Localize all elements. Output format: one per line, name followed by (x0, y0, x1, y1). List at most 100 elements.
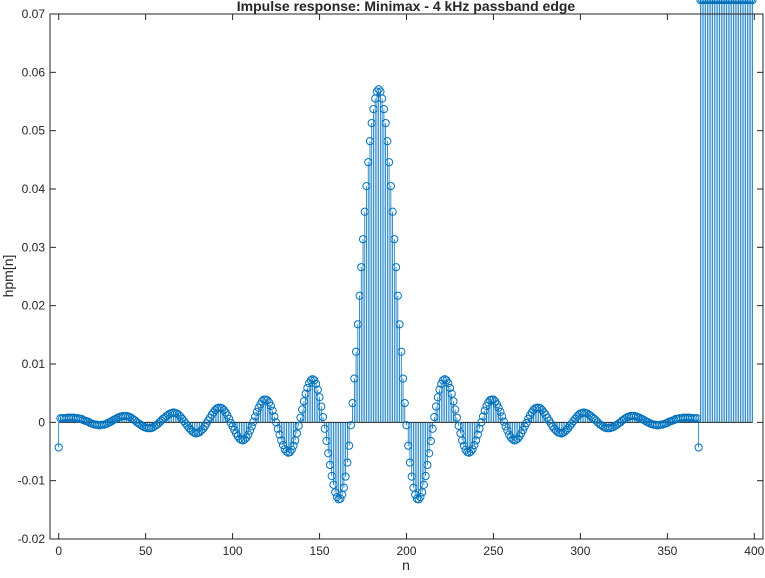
stem-marker (311, 379, 321, 388)
stem-marker (378, 94, 387, 103)
stem-marker (459, 441, 468, 450)
x-tick-label: 0 (55, 544, 62, 558)
stem-marker (336, 494, 345, 503)
stem-marker (421, 471, 430, 481)
stem-marker (383, 137, 392, 146)
stem-marker (358, 235, 368, 244)
chart-title: Impulse response: Minimax - 4 kHz passba… (237, 0, 576, 14)
stem-marker (268, 406, 277, 415)
stem-marker (468, 445, 477, 454)
stem-marker (694, 443, 703, 452)
stem-marker (369, 104, 378, 114)
stem-marker (294, 421, 303, 430)
stem-marker (270, 412, 279, 421)
stem-marker (379, 104, 388, 114)
stem-marker (501, 422, 510, 431)
stem-marker (470, 440, 479, 450)
stem-marker (508, 435, 517, 444)
stem-marker (298, 405, 307, 414)
stem-marker (346, 421, 355, 430)
x-axis-ticks: 0 50 100 150 200 250 300 350 400 (55, 14, 765, 558)
stem-marker (372, 87, 382, 96)
stem-marker (315, 393, 324, 402)
stem-marker (277, 436, 286, 445)
x-tick-label: 250 (483, 544, 503, 558)
stem-marker (428, 424, 437, 433)
stem-marker (414, 495, 423, 504)
stem-marker (381, 118, 390, 128)
x-tick-label: 300 (570, 544, 590, 558)
stem-marker (416, 492, 425, 502)
x-tick-label: 400 (744, 544, 764, 558)
stem-marker (407, 472, 416, 481)
stem-marker (313, 385, 322, 394)
y-tick-label: 0.06 (22, 65, 46, 79)
stem-marker (419, 480, 428, 489)
stem-marker (348, 398, 357, 408)
y-tick-label: 0.02 (22, 299, 46, 313)
y-tick-label: 0.03 (22, 240, 46, 254)
stem-marker (386, 181, 395, 191)
stem-marker (324, 449, 333, 458)
stem-marker (249, 417, 258, 426)
stem-marker (444, 379, 453, 388)
stem-marker (499, 417, 508, 426)
stem-marker (391, 263, 401, 272)
stem-marker (425, 449, 434, 458)
stem-marker (278, 440, 288, 450)
y-tick-label: 0 (38, 415, 45, 429)
stem-marker (405, 458, 415, 467)
stem-marker (426, 436, 435, 446)
stem-marker (282, 447, 291, 456)
plot-area (50, 14, 763, 539)
stem-marker (404, 441, 413, 450)
y-axis-label: hpm[n] (0, 255, 16, 298)
stem-marker (252, 407, 262, 416)
stem-marker (285, 447, 295, 457)
x-tick-label: 50 (139, 544, 153, 558)
stem-marker (430, 412, 439, 422)
stem-marker (473, 430, 482, 439)
stem-marker (320, 424, 329, 433)
stem-marker (433, 393, 442, 402)
stem-marker (364, 158, 373, 167)
stem-marker (339, 483, 348, 492)
y-tick-label: -0.02 (18, 532, 46, 546)
stem-marker (367, 118, 376, 128)
stem-marker (351, 347, 361, 356)
stem-marker (292, 429, 302, 438)
stem-marker (296, 413, 305, 422)
stem-marker (350, 374, 359, 383)
stem-marker (388, 207, 397, 216)
stem-marker (402, 421, 411, 430)
stem-marker (397, 347, 406, 356)
stem-marker (431, 402, 441, 411)
x-tick-label: 350 (657, 544, 677, 558)
stem-marker (466, 447, 475, 456)
stem-marker (251, 412, 260, 421)
stem-marker (345, 441, 354, 450)
stem-marker (245, 426, 255, 435)
stem-marker (287, 445, 296, 454)
stem-marker (418, 488, 427, 497)
stem-marker (303, 383, 312, 393)
stem-marker (360, 207, 369, 216)
stem-marker (327, 471, 336, 481)
stem-marker (341, 472, 350, 481)
stem-marker (247, 422, 256, 431)
stem-marker (692, 414, 702, 423)
stem-marker (289, 441, 298, 450)
y-axis-ticks: -0.02 -0.01 0 0.01 0.02 0.03 0.04 0.05 0.06 0.07 (18, 7, 763, 546)
stem-marker (503, 426, 512, 435)
stem-marker (343, 458, 352, 467)
stem-marker (458, 436, 467, 445)
stem-marker (263, 396, 272, 405)
stem-marker (353, 320, 362, 329)
stem-marker (449, 397, 458, 406)
stem-marker (395, 320, 404, 329)
stem-marker (266, 401, 275, 411)
stem-marker (471, 436, 481, 445)
stem-marker (398, 374, 408, 383)
stem-marker (325, 460, 335, 470)
